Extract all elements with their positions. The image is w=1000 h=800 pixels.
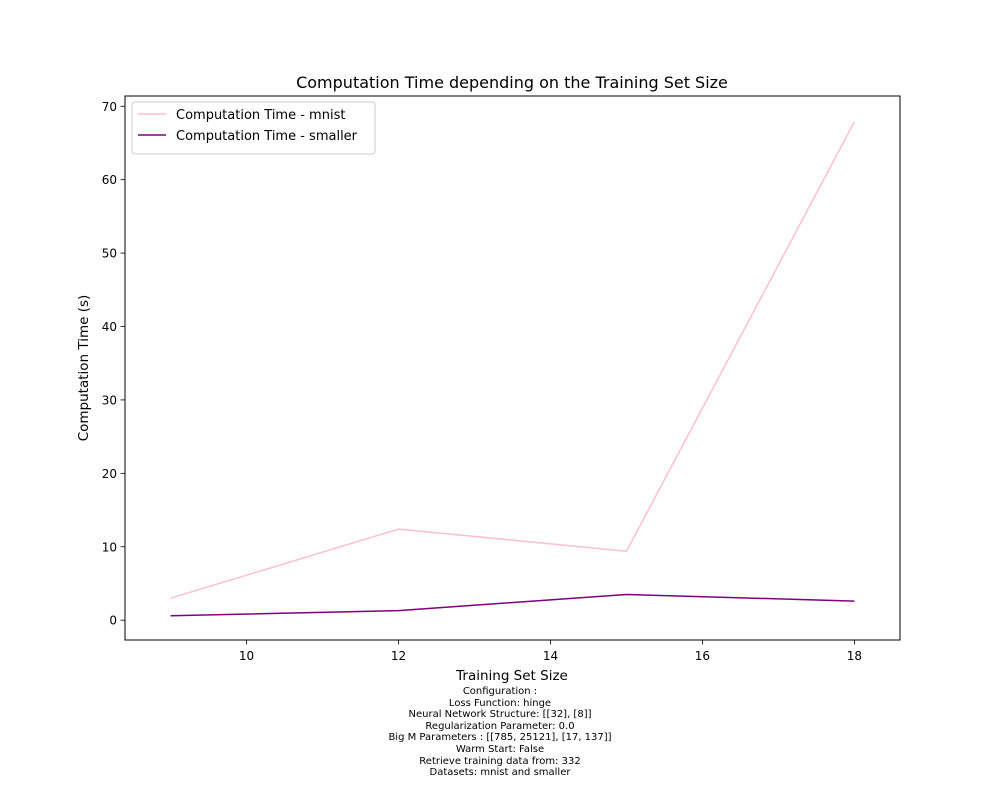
x-axis-ticks: 10 12 14 16 18: [239, 640, 862, 663]
legend-box: [131, 101, 376, 155]
y-axis-ticks: 0 10 20 30 40 50 60 70: [102, 100, 125, 628]
caption-line: Warm Start: False: [455, 743, 545, 755]
caption-line: Regularization Parameter: 0.0: [425, 720, 575, 732]
chart-title: Computation Time depending on the Traini…: [296, 73, 728, 92]
y-tick-label: 70: [102, 100, 117, 114]
caption-line: Retrieve training data from: 332: [419, 755, 581, 767]
y-tick-label: 40: [102, 320, 117, 334]
x-tick-label: 10: [239, 649, 254, 663]
plot-area-frame: [124, 95, 901, 641]
x-tick-label: 16: [695, 649, 710, 663]
series-line-1: [170, 593, 855, 617]
series-line-0: [170, 121, 856, 599]
y-tick-label: 20: [102, 467, 117, 481]
caption-line: Loss Function: hinge: [448, 697, 552, 709]
plot-lines: [170, 121, 856, 617]
y-tick-label: 10: [102, 540, 117, 554]
y-tick-label: 50: [102, 247, 117, 261]
x-tick-label: 18: [847, 649, 862, 663]
x-tick-label: 12: [391, 649, 406, 663]
legend-label: Computation Time - smaller: [176, 129, 358, 144]
legend: Computation Time - mnist Computation Time…: [131, 101, 376, 155]
caption-line: Big M Parameters : [[785, 25121], [17, 1…: [388, 732, 612, 744]
y-tick-label: 0: [109, 614, 117, 628]
configuration-caption: Configuration : Loss Function: hinge Neu…: [0, 686, 1000, 779]
caption-line: Neural Network Structure: [[32], [8]]: [408, 709, 592, 721]
legend-label: Computation Time - mnist: [176, 108, 345, 123]
y-tick-label: 60: [102, 173, 117, 187]
y-tick-label: 30: [102, 393, 117, 407]
x-tick-label: 14: [543, 649, 558, 663]
caption-line: Datasets: mnist and smaller: [429, 767, 571, 779]
caption-line: Configuration :: [462, 686, 538, 697]
x-axis-label: Training Set Size: [455, 668, 568, 684]
y-axis-label: Computation Time (s): [76, 295, 92, 442]
